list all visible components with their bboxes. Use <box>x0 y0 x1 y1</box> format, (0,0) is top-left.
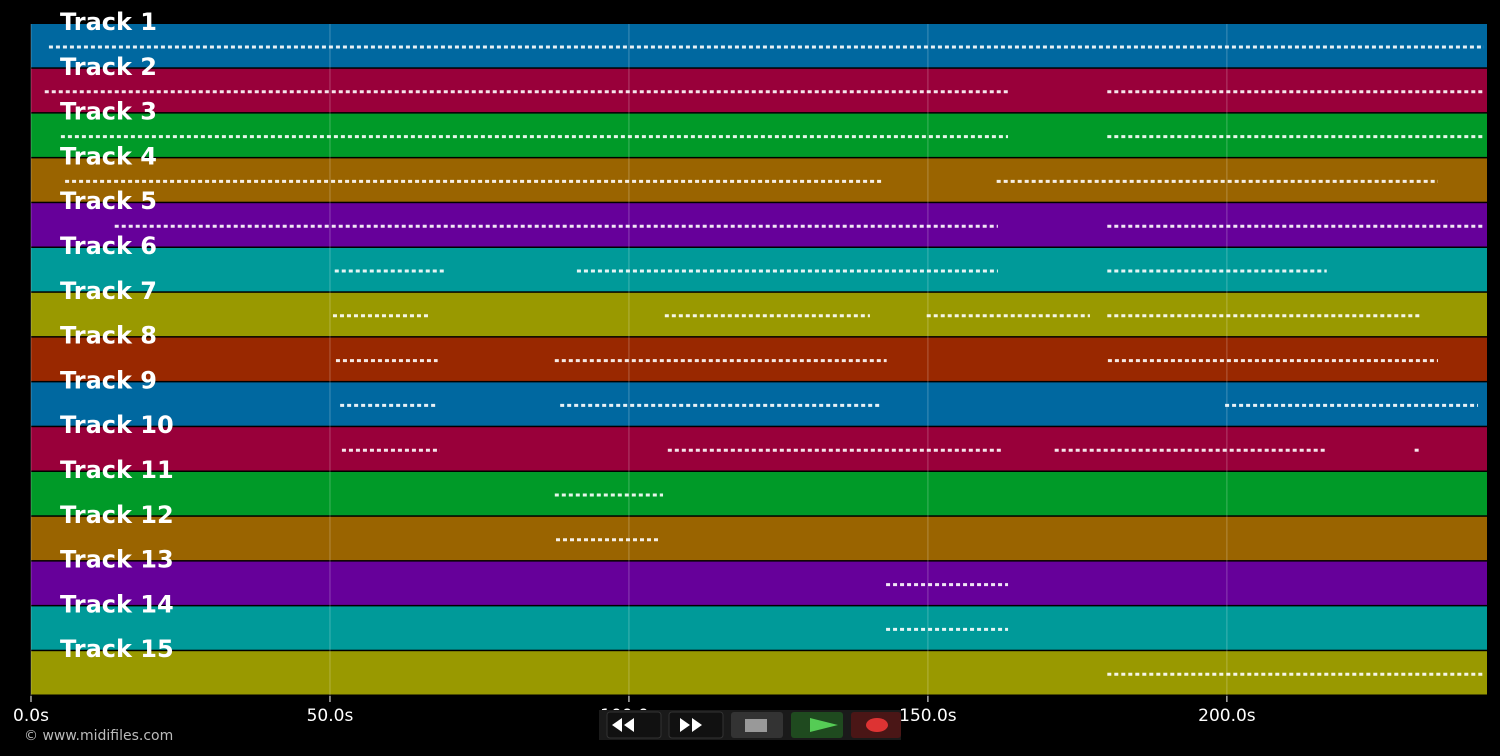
track-row <box>31 561 1487 605</box>
track-name: Track 5 <box>60 187 157 215</box>
track-name: Track 11 <box>60 456 174 484</box>
track-row <box>31 516 1487 561</box>
track-row <box>31 606 1487 650</box>
track-name: Track 3 <box>60 98 157 126</box>
track-name: Track 9 <box>60 366 157 394</box>
x-tick-label: 200.0s <box>1198 706 1256 726</box>
credit: © www.midifiles.com <box>24 728 173 744</box>
track-name: Track 2 <box>60 53 157 81</box>
x-tick-label: 50.0s <box>307 706 354 726</box>
track-name: Track 14 <box>60 590 174 618</box>
track-name: Track 13 <box>60 546 174 574</box>
track-row <box>31 472 1487 516</box>
track-name: Track 10 <box>60 411 174 439</box>
play-button[interactable] <box>791 712 843 738</box>
track-name: Track 1 <box>60 8 157 36</box>
track-name: Track 12 <box>60 501 174 529</box>
stop-button[interactable] <box>731 712 783 738</box>
rewind-button[interactable] <box>606 711 662 739</box>
forward-button[interactable] <box>668 711 724 739</box>
track-name: Track 15 <box>60 635 174 663</box>
transport-controls <box>599 710 901 740</box>
x-tick-label: 150.0s <box>899 706 957 726</box>
track-name: Track 8 <box>60 322 157 350</box>
track-name: Track 6 <box>60 232 157 260</box>
x-tick-label: 0.0s <box>13 706 49 726</box>
track-name: Track 7 <box>60 277 157 305</box>
track-rows: Track 1 Track 2 Track 3 Track 4 Track 5 Track… <box>31 8 1487 695</box>
track-name: Track 4 <box>60 142 157 170</box>
record-button[interactable] <box>851 712 901 738</box>
track-row <box>31 651 1487 695</box>
